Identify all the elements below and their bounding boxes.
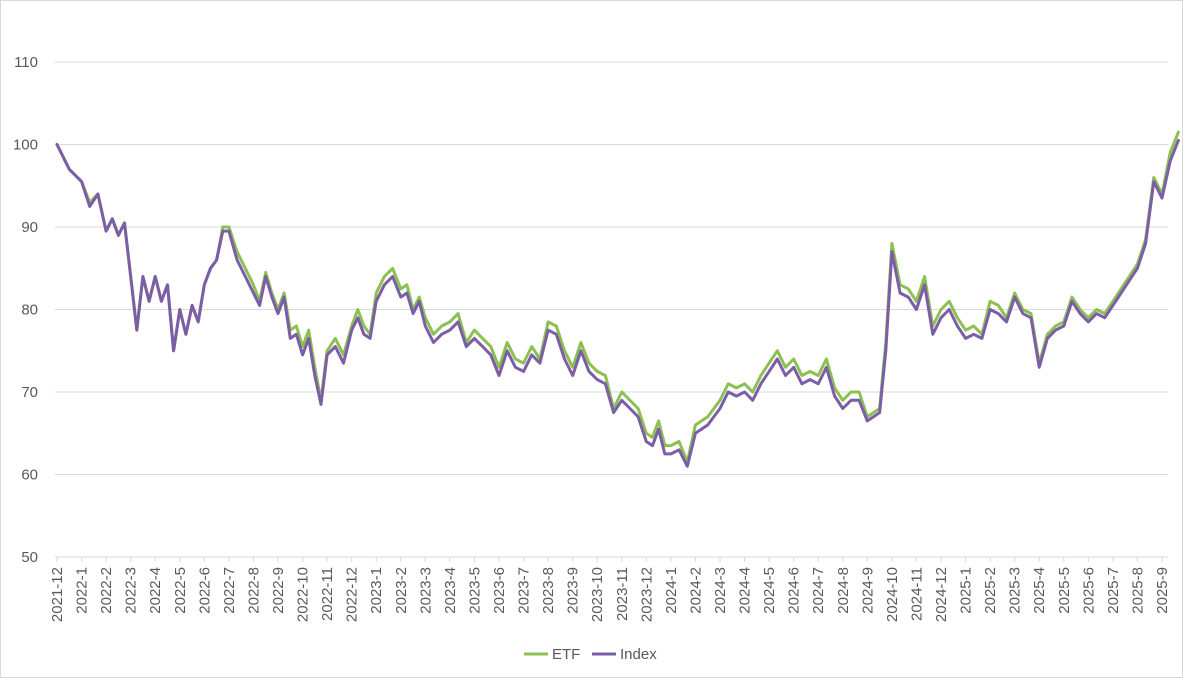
y-tick-label: 80 xyxy=(21,302,38,319)
x-tick-label: 2022-9 xyxy=(270,567,287,614)
x-tick-label: 2023-7 xyxy=(516,567,533,614)
x-tick-label: 2023-2 xyxy=(393,567,410,614)
x-tick-label: 2023-1 xyxy=(368,567,385,614)
x-tick-label: 2024-11 xyxy=(908,567,925,621)
x-tick-label: 2023-5 xyxy=(466,567,483,614)
x-tick-label: 2024-6 xyxy=(786,567,803,614)
legend-label-etf: ETF xyxy=(552,646,580,663)
series-line-index xyxy=(55,138,1180,468)
x-tick-label: 2023-12 xyxy=(638,567,655,622)
x-tick-label: 2024-1 xyxy=(663,567,680,614)
series-lines xyxy=(55,130,1180,468)
x-tick-label: 2024-10 xyxy=(884,567,901,622)
x-tick-label: 2024-12 xyxy=(933,567,950,622)
x-tick-label: 2022-5 xyxy=(172,567,189,614)
x-tick-label: 2024-9 xyxy=(859,567,876,614)
x-axis-ticks: 2021-12 2022-1 2022-2 2022-3 2022-4 2022-5 202… xyxy=(49,557,1171,622)
legend: ETF Index xyxy=(524,646,657,663)
x-tick-label: 2022-1 xyxy=(74,567,91,614)
y-tick-label: 50 xyxy=(21,549,38,566)
x-tick-label: 2025-5 xyxy=(1056,567,1073,614)
x-tick-label: 2022-12 xyxy=(344,567,361,622)
x-tick-label: 2022-4 xyxy=(147,567,164,614)
x-tick-label: 2023-8 xyxy=(540,567,557,614)
x-tick-label: 2024-5 xyxy=(761,567,778,614)
x-tick-label: 2025-3 xyxy=(1007,567,1024,614)
x-tick-label: 2025-9 xyxy=(1154,567,1171,614)
series-line-etf xyxy=(55,130,1180,464)
x-tick-label: 2023-6 xyxy=(491,567,508,614)
x-tick-label: 2022-8 xyxy=(245,567,262,614)
gridlines xyxy=(55,61,1168,558)
x-tick-label: 2022-6 xyxy=(196,567,213,614)
x-tick-label: 2025-1 xyxy=(958,567,975,614)
x-tick-label: 2025-4 xyxy=(1031,567,1048,614)
legend-label-index: Index xyxy=(620,646,657,663)
x-tick-label: 2022-11 xyxy=(319,567,336,621)
x-tick-label: 2022-3 xyxy=(123,567,140,614)
y-axis-ticks: 50 60 70 80 90 100 110 xyxy=(13,54,38,566)
x-tick-label: 2023-4 xyxy=(442,567,459,614)
x-tick-label: 2025-8 xyxy=(1129,567,1146,614)
y-tick-label: 100 xyxy=(13,137,38,154)
x-tick-label: 2024-8 xyxy=(835,567,852,614)
x-tick-label: 2022-2 xyxy=(98,567,115,614)
x-tick-label: 2023-10 xyxy=(589,567,606,622)
y-tick-label: 110 xyxy=(14,54,38,71)
x-tick-label: 2024-3 xyxy=(712,567,729,614)
x-tick-label: 2024-7 xyxy=(810,567,827,614)
x-tick-label: 2025-2 xyxy=(982,567,999,614)
x-tick-label: 2021-12 xyxy=(49,567,66,622)
x-tick-label: 2023-3 xyxy=(417,567,434,614)
x-tick-label: 2023-11 xyxy=(614,567,631,621)
y-tick-label: 70 xyxy=(21,384,38,401)
y-tick-label: 90 xyxy=(21,219,38,236)
x-tick-label: 2022-10 xyxy=(295,567,312,622)
x-tick-label: 2024-2 xyxy=(687,567,704,614)
x-tick-label: 2025-7 xyxy=(1105,567,1122,614)
x-tick-label: 2022-7 xyxy=(221,567,238,614)
y-tick-label: 60 xyxy=(21,467,38,484)
x-tick-label: 2024-4 xyxy=(737,567,754,614)
x-tick-label: 2025-6 xyxy=(1080,567,1097,614)
x-tick-label: 2023-9 xyxy=(565,567,582,614)
